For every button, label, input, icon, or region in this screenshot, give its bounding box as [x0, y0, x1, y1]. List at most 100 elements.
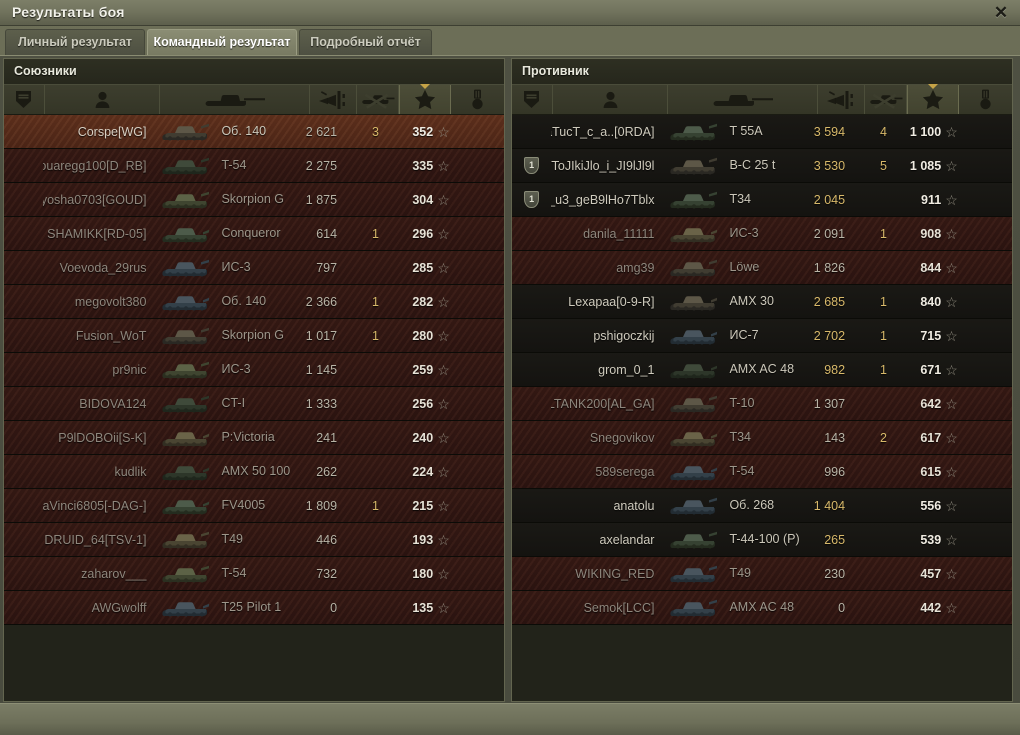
- table-row[interactable]: cTaTucT_c_a..[0RDA] T 55A 3 594 4 1 100☆: [512, 115, 1012, 149]
- player-name[interactable]: axelandar: [599, 532, 655, 547]
- allies-col-rank-badge-icon[interactable]: [4, 85, 45, 114]
- player-name[interactable]: cTaTucT_c_a..[0RDA]: [551, 124, 655, 139]
- table-row[interactable]: danila_11111 ИС-3 2 091 1 908 ☆: [512, 217, 1012, 251]
- player-name[interactable]: WIKING_RED: [575, 566, 655, 581]
- tab-1[interactable]: Командный результат: [147, 29, 297, 55]
- rank-badge-icon: [15, 90, 32, 109]
- table-row[interactable]: zaharov___ T-54 732 180 ☆: [4, 557, 504, 591]
- player-name[interactable]: anatolu: [613, 498, 655, 513]
- player-name[interactable]: P9lDOBOii[S-K]: [58, 430, 147, 445]
- tank-thumbnail-icon: [157, 458, 219, 486]
- player-name[interactable]: Corspe[WG]: [77, 124, 147, 139]
- xp-star-icon: ☆: [437, 183, 453, 216]
- table-row[interactable]: AWGwolff T25 Pilot 1 0 135 ☆: [4, 591, 504, 625]
- table-row[interactable]: kudlik AMX 50 100 262 224 ☆: [4, 455, 504, 489]
- player-name[interactable]: 589serega: [595, 464, 655, 479]
- table-row[interactable]: Corspe[WG] Об. 140 2 621 3 352 ☆: [4, 115, 504, 149]
- kills-value: [853, 591, 895, 624]
- allies-col-medal-icon[interactable]: [451, 85, 504, 114]
- tab-0[interactable]: Личный результат: [5, 29, 145, 55]
- table-row[interactable]: Touaregg100[D_RB] T-54 2 275 335 ☆: [4, 149, 504, 183]
- player-name[interactable]: Touaregg100[D_RB]: [43, 158, 147, 173]
- player-name[interactable]: KILLTANK200[AL_GA]: [551, 396, 655, 411]
- player-name[interactable]: Semok[LCC]: [583, 600, 655, 615]
- player-name[interactable]: AWGwolff: [91, 600, 147, 615]
- player-name[interactable]: danila_11111: [583, 226, 655, 241]
- allies-col-damage-icon[interactable]: [310, 85, 357, 114]
- table-row[interactable]: BIDOVA124 CT-I 1 333 256 ☆: [4, 387, 504, 421]
- player-name[interactable]: megovolt380: [74, 294, 147, 309]
- close-icon[interactable]: ✕: [993, 3, 1009, 22]
- player-name[interactable]: Voevoda_29rus: [59, 260, 147, 275]
- table-row[interactable]: SHAMIKK[RD-05] Conqueror 614 1 296 ☆: [4, 217, 504, 251]
- tank-name: T-54: [221, 566, 247, 580]
- player-name[interactable]: BIDOVA124: [79, 396, 147, 411]
- table-row[interactable]: Fusion_WoT Skorpion G 1 017 1 280 ☆: [4, 319, 504, 353]
- table-row[interactable]: pr9nic ИС-3 1 145 259 ☆: [4, 353, 504, 387]
- table-row[interactable]: 1 TToJIkiJlo_i_JI9lJl9l B-C 25 t 3 530 5 1 08…: [512, 149, 1012, 183]
- enemies-col-tank-icon[interactable]: [668, 85, 819, 114]
- player-name[interactable]: zaharov___: [81, 566, 147, 581]
- allies-col-kills-icon[interactable]: [357, 85, 400, 114]
- table-row[interactable]: Semok[LCC] AMX AC 48 0 442 ☆: [512, 591, 1012, 625]
- enemies-col-rank-badge-icon[interactable]: [512, 85, 553, 114]
- medal-cell: [961, 115, 1012, 148]
- table-row[interactable]: pshigoczkij ИС-7 2 702 1 715 ☆: [512, 319, 1012, 353]
- tank-name: Skorpion G: [221, 328, 284, 342]
- tab-2[interactable]: Подробный отчёт: [299, 29, 432, 55]
- table-row[interactable]: Snegovikov T34 143 2 617 ☆: [512, 421, 1012, 455]
- table-row[interactable]: KILLTANK200[AL_GA] T-10 1 307 642☆: [512, 387, 1012, 421]
- tank-name: Skorpion G: [221, 192, 284, 206]
- enemies-col-player-icon[interactable]: [553, 85, 669, 114]
- player-name[interactable]: Lexapaa[0-9-R]: [568, 294, 655, 309]
- medal-cell: [961, 557, 1012, 590]
- tank-thumbnail-icon: [665, 322, 727, 350]
- table-row[interactable]: 589serega T-54 996 615 ☆: [512, 455, 1012, 489]
- player-name[interactable]: daVinci6805[-DAG-]: [43, 498, 147, 513]
- player-name[interactable]: 9l_u3_geB9lHo7Tblx: [551, 192, 655, 207]
- table-row[interactable]: daVinci6805[-DAG-] FV4005 1 809 1 215 ☆: [4, 489, 504, 523]
- enemies-col-star-xp-icon[interactable]: [907, 84, 960, 114]
- medal-cell: [961, 591, 1012, 624]
- table-row[interactable]: megovolt380 Об. 140 2 366 1 282 ☆: [4, 285, 504, 319]
- table-row[interactable]: 1 9l_u3_geB9lHo7Tblx T34 2 045 911☆: [512, 183, 1012, 217]
- player-name[interactable]: TToJIkiJlo_i_JI9lJl9l: [551, 158, 655, 173]
- player-name[interactable]: kudlik: [114, 464, 147, 479]
- rank-badge-icon: [4, 183, 43, 216]
- allies-col-tank-icon[interactable]: [160, 85, 311, 114]
- tank-thumbnail-icon: [665, 526, 727, 554]
- xp-value: 642: [920, 396, 942, 411]
- xp-value: 282: [412, 294, 434, 309]
- player-name[interactable]: amg39: [616, 260, 655, 275]
- kills-value: [345, 523, 387, 556]
- table-row[interactable]: Voevoda_29rus ИС-3 797 285 ☆: [4, 251, 504, 285]
- enemies-col-damage-icon[interactable]: [818, 85, 865, 114]
- player-name[interactable]: DRUID_64[TSV-1]: [44, 532, 147, 547]
- kills-value: 4: [879, 124, 887, 139]
- table-row[interactable]: WIKING_RED T49 230 457 ☆: [512, 557, 1012, 591]
- player-name[interactable]: Snegovikov: [589, 430, 655, 445]
- tank-cell: FV4005: [155, 489, 299, 522]
- table-row[interactable]: Lexapaa[0-9-R] AMX 30 2 685 1 840 ☆: [512, 285, 1012, 319]
- table-row[interactable]: DRUID_64[TSV-1] T49 446 193 ☆: [4, 523, 504, 557]
- enemies-col-medal-icon[interactable]: [959, 85, 1012, 114]
- player-name[interactable]: SHAMIKK[RD-05]: [47, 226, 147, 241]
- table-row[interactable]: P9lDOBOii[S-K] P:Victoria 241 240 ☆: [4, 421, 504, 455]
- kills-value: [853, 251, 895, 284]
- allies-col-star-xp-icon[interactable]: [399, 84, 452, 114]
- player-name[interactable]: Fusion_WoT: [75, 328, 147, 343]
- player-name[interactable]: pr9nic: [112, 362, 147, 377]
- allies-col-player-icon[interactable]: [45, 85, 161, 114]
- player-name[interactable]: grom_0_1: [598, 362, 655, 377]
- table-row[interactable]: grom_0_1 AMX AC 48 982 1 671 ☆: [512, 353, 1012, 387]
- enemies-col-kills-icon[interactable]: [865, 85, 908, 114]
- xp-value: 335: [412, 158, 434, 173]
- table-row[interactable]: axelandar T-44-100 (P) 265 539 ☆: [512, 523, 1012, 557]
- player-name[interactable]: pshigoczkij: [593, 328, 655, 343]
- damage-value: 1 826: [813, 260, 846, 275]
- table-row[interactable]: anatolu Об. 268 1 404 556 ☆: [512, 489, 1012, 523]
- tank-icon: [204, 90, 266, 110]
- table-row[interactable]: lyosha0703[GOUD] Skorpion G 1 875 304 ☆: [4, 183, 504, 217]
- table-row[interactable]: amg39 Löwe 1 826 844 ☆: [512, 251, 1012, 285]
- player-name[interactable]: lyosha0703[GOUD]: [43, 192, 147, 207]
